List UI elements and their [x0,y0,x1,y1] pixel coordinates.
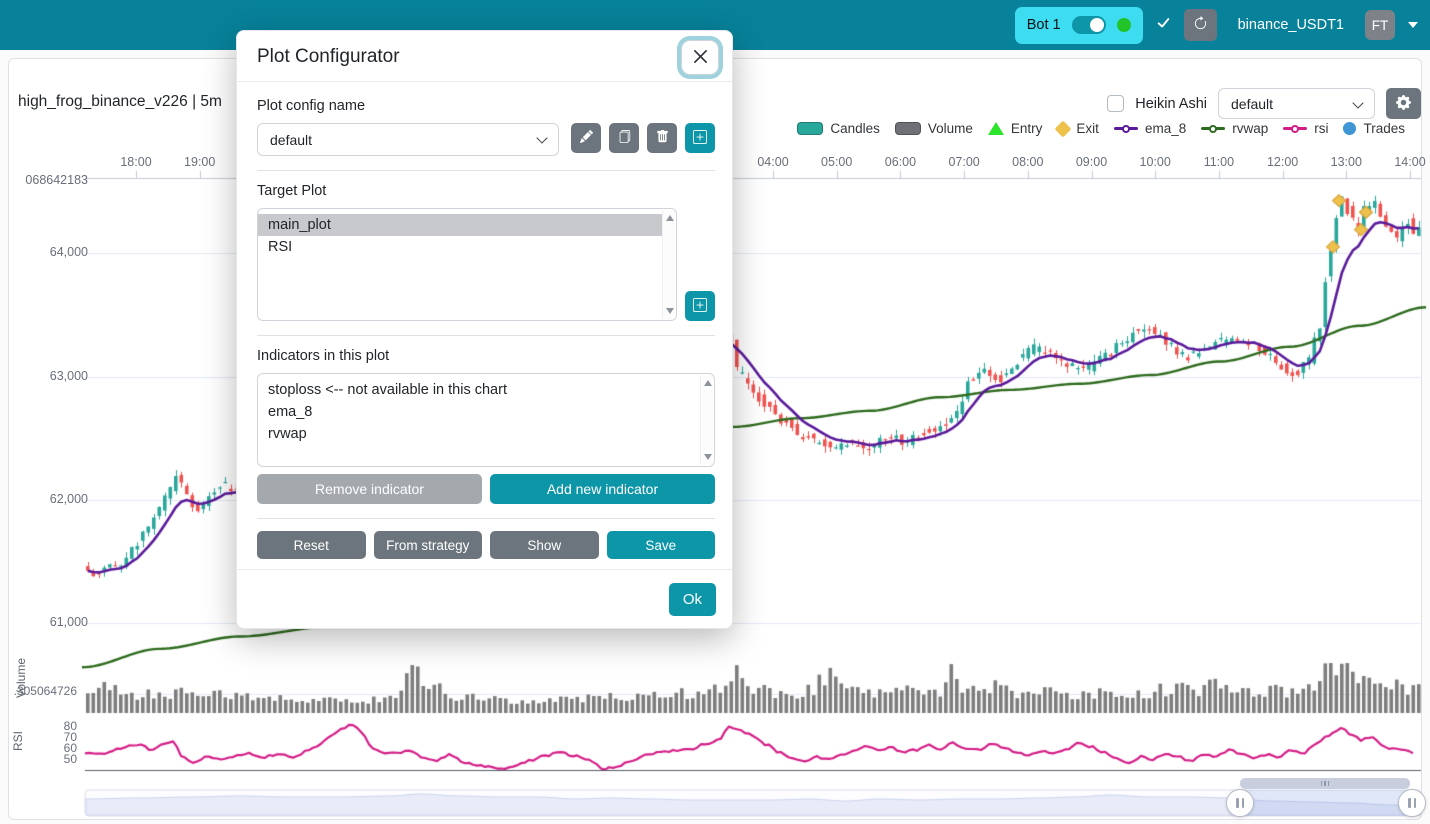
legend-item-entry[interactable]: Entry [987,121,1043,136]
datazoom-right-handle[interactable] [1398,789,1426,817]
trash-icon [656,130,669,146]
legend-label: rsi [1314,121,1329,136]
legend-item-exit[interactable]: Exit [1054,120,1099,137]
target-plot-option[interactable]: main_plot [258,214,662,236]
indicators-label: Indicators in this plot [257,348,390,364]
indicator-option[interactable]: stoploss <-- not available in this chart [268,382,507,398]
caret-down-icon[interactable] [1408,22,1418,28]
target-plot-label: Target Plot [257,183,327,199]
modal-title: Plot Configurator [257,46,400,67]
indicator-option[interactable]: rvwap [268,426,307,442]
ok-button[interactable]: Ok [668,583,716,616]
plus-square-icon [693,297,707,315]
duplicate-config-button[interactable] [609,123,639,153]
plot-config-name-select[interactable]: default [257,123,559,156]
chart-legend: Candles Volume Entry Exit ema_8 rvwap rsi Trade… [797,120,1405,137]
plot-config-dropdown-value: default [1231,95,1274,112]
legend-item-rsi[interactable]: rsi [1283,121,1328,136]
refresh-button[interactable] [1183,9,1217,41]
listbox-scrollbar[interactable] [662,210,675,319]
pencil-icon [579,129,593,146]
rvwap-swatch-icon [1201,124,1226,133]
gear-icon [1396,94,1411,113]
plot-config-name-value: default [270,131,313,148]
plot-config-name-label: Plot config name [257,98,366,114]
chart-title: high_frog_binance_v226 | 5m [18,93,222,110]
avatar[interactable]: FT [1365,10,1395,40]
bot-selector-pill[interactable]: Bot 1 [1014,6,1143,44]
bot-enabled-toggle[interactable] [1071,16,1106,34]
legend-item-rvwap[interactable]: rvwap [1201,121,1268,136]
legend-item-trades[interactable]: Trades [1343,121,1405,136]
check-icon [1156,16,1171,35]
bot-name-label: Bot 1 [1026,17,1061,33]
volume-swatch-icon [894,122,921,135]
plus-square-icon [693,129,707,147]
modal-header: Plot Configurator [237,31,732,82]
heikin-ashi-checkbox[interactable] [1107,95,1125,112]
legend-label: Entry [1010,121,1043,136]
save-button[interactable]: Save [606,531,715,559]
legend-label: Trades [1363,121,1405,136]
from-strategy-button[interactable]: From strategy [373,531,482,559]
trades-swatch-icon [1343,122,1357,135]
indicators-listbox[interactable]: stoploss <-- not available in this chart… [257,373,715,467]
modal-body: Plot config name default Target Plot m [237,82,732,569]
divider [257,170,715,171]
legend-label: Volume [927,121,973,136]
legend-label: Exit [1076,121,1099,136]
listbox-scrollbar[interactable] [700,375,713,465]
legend-label: rvwap [1232,121,1269,136]
legend-item-candles[interactable]: Candles [797,121,880,136]
add-plot-button[interactable] [685,291,715,321]
candles-swatch-icon [797,122,824,135]
close-icon [692,48,709,68]
target-plot-option[interactable]: RSI [268,239,293,255]
plot-config-dropdown[interactable]: default [1218,88,1375,119]
datazoom-mover-bar[interactable] [1240,778,1410,789]
datazoom-left-handle[interactable] [1226,789,1254,817]
legend-item-volume[interactable]: Volume [894,121,973,136]
show-button[interactable]: Show [490,531,599,559]
delete-config-button[interactable] [647,123,677,153]
close-button[interactable] [681,40,719,75]
reset-button[interactable]: Reset [257,531,366,559]
ema_8-swatch-icon [1113,124,1138,133]
entry-swatch-icon [987,122,1004,135]
indicator-option[interactable]: ema_8 [268,404,313,420]
modal-footer: Ok [237,569,732,632]
pair-label: binance_USDT1 [1237,17,1344,33]
datazoom-selection[interactable] [1240,790,1412,816]
divider [257,335,715,336]
target-plot-listbox[interactable]: main_plot RSI [257,208,677,321]
add-new-indicator-button[interactable]: Add new indicator [490,474,715,504]
bot-online-indicator [1116,18,1131,32]
copy-icon [618,130,631,146]
chart-controls: Heikin Ashi default [1107,88,1421,119]
chevron-down-icon [1352,97,1364,109]
add-config-button[interactable] [685,123,715,153]
rename-config-button[interactable] [571,123,601,153]
legend-item-ema_8[interactable]: ema_8 [1113,121,1187,136]
legend-label: ema_8 [1144,121,1187,136]
rsi-swatch-icon [1283,124,1308,133]
plot-settings-button[interactable] [1386,88,1421,119]
legend-label: Candles [830,121,880,136]
exit-swatch-icon [1054,120,1072,137]
heikin-ashi-label: Heikin Ashi [1135,95,1207,112]
refresh-icon [1193,16,1208,34]
chevron-down-icon [536,132,548,144]
divider [257,518,715,519]
remove-indicator-button[interactable]: Remove indicator [257,474,482,504]
plot-configurator-modal: Plot Configurator Plot config name defau… [236,30,733,629]
